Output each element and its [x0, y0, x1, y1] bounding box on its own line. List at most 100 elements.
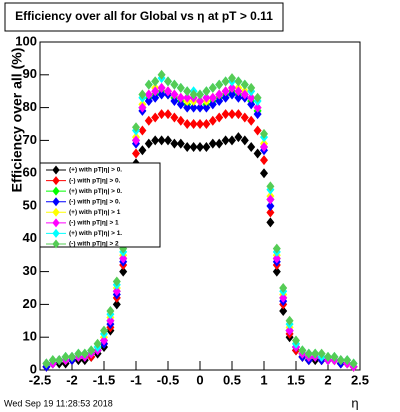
data-point: [215, 89, 224, 100]
legend-label: (-) with pT|η| > 0.: [69, 177, 121, 184]
data-point: [247, 92, 256, 103]
data-point: [144, 89, 153, 100]
data-point: [183, 119, 192, 129]
legend-label: (+) with pT|η| > 1.: [69, 230, 122, 237]
data-point: [221, 109, 230, 120]
data-point: [279, 305, 288, 316]
data-point: [189, 119, 198, 129]
data-point: [304, 348, 313, 359]
data-point: [106, 305, 115, 316]
timestamp: Wed Sep 19 11:28:53 2018: [4, 398, 113, 408]
data-point: [138, 145, 147, 156]
x-tick-label: 2.5: [351, 372, 369, 387]
data-point: [80, 348, 89, 359]
data-point: [272, 243, 281, 254]
data-point: [330, 351, 339, 362]
data-point: [234, 132, 243, 143]
data-point: [48, 355, 57, 366]
data-point: [176, 92, 185, 103]
title-box: [4, 2, 284, 32]
y-tick-label: 80: [23, 99, 37, 114]
data-point: [170, 79, 179, 90]
data-point: [240, 112, 249, 123]
data-point: [202, 102, 211, 113]
data-point: [247, 115, 256, 126]
data-point: [221, 86, 230, 97]
data-point: [208, 82, 217, 93]
data-point: [132, 135, 140, 146]
y-tick-label: 70: [23, 132, 37, 147]
data-point: [112, 299, 121, 310]
x-tick-label: -2.5: [29, 372, 51, 387]
data-point: [138, 102, 147, 113]
data-point: [228, 89, 236, 100]
data-point: [272, 253, 281, 264]
data-point: [221, 76, 230, 87]
data-point: [215, 79, 224, 90]
data-point: [106, 315, 115, 326]
data-point: [164, 86, 172, 97]
x-tick-label: 1.5: [287, 372, 305, 387]
data-point: [234, 92, 243, 103]
data-point: [266, 201, 275, 211]
legend-label: (-) with pT|η| > 0.: [69, 198, 121, 205]
data-point: [253, 102, 262, 113]
data-point: [119, 266, 128, 277]
data-point: [279, 292, 288, 303]
y-tick-label: 40: [23, 230, 37, 245]
y-tick-label: 20: [23, 296, 37, 311]
data-point: [170, 96, 179, 107]
chart-title: Efficiency over all for Global vs η at p…: [15, 9, 273, 23]
data-point: [42, 358, 51, 369]
data-point: [228, 73, 236, 84]
data-point: [100, 325, 108, 336]
data-point: [202, 141, 211, 152]
data-point: [336, 355, 345, 366]
data-point: [157, 135, 166, 146]
y-tick-label: 10: [23, 329, 37, 344]
data-point: [183, 141, 192, 152]
data-point: [285, 315, 294, 326]
legend-label: (-) with pT|η| > 2: [69, 241, 119, 248]
data-point: [260, 168, 268, 179]
data-point: [279, 283, 288, 293]
data-point: [266, 181, 275, 192]
data-point: [247, 141, 256, 152]
data-point: [151, 135, 160, 146]
x-tick-label: 1: [260, 372, 267, 387]
data-point: [215, 138, 224, 149]
data-point: [202, 86, 211, 97]
x-tick-label: -1: [130, 372, 142, 387]
data-point: [324, 351, 332, 362]
data-point: [292, 335, 300, 346]
data-point: [208, 99, 217, 110]
data-point: [189, 141, 198, 152]
data-point: [138, 89, 147, 100]
data-point: [68, 351, 76, 362]
data-point: [132, 122, 140, 133]
data-point: [157, 89, 166, 100]
data-point: [196, 119, 204, 129]
data-point: [183, 92, 192, 103]
data-point: [298, 345, 307, 356]
data-point: [196, 89, 204, 100]
data-point: [189, 102, 198, 113]
data-point: [240, 89, 249, 100]
data-point: [170, 112, 179, 123]
data-point: [247, 99, 256, 110]
data-point: [266, 207, 275, 218]
data-point: [144, 96, 153, 107]
data-point: [189, 89, 198, 100]
data-point: [260, 141, 268, 152]
data-point: [176, 82, 185, 93]
data-point: [144, 115, 153, 126]
data-point: [196, 96, 204, 107]
data-point: [221, 92, 230, 103]
data-point: [234, 86, 243, 97]
data-point: [317, 348, 326, 359]
data-point: [157, 82, 166, 93]
data-point: [285, 325, 294, 336]
data-point: [208, 115, 217, 126]
data-point: [183, 86, 192, 97]
